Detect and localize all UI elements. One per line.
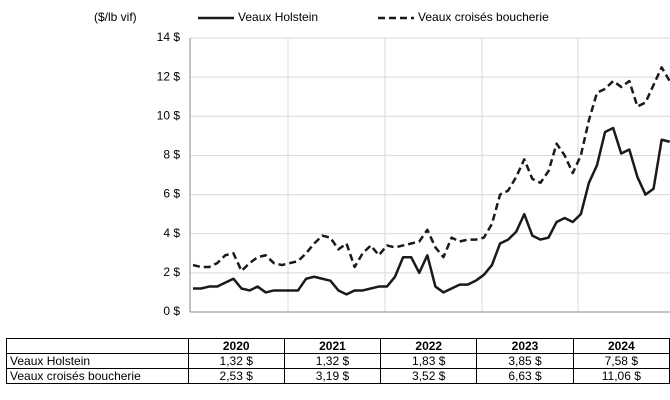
data-table: 2020 2021 2022 2023 2024 Veaux Holstein … <box>6 338 670 384</box>
header-cell: 2020 <box>187 338 285 354</box>
table-row: Veaux croisés boucherie 2,53 $ 3,19 $ 3,… <box>6 368 670 384</box>
header-cell: 2022 <box>380 338 478 354</box>
y-tick-label: 6 $ <box>163 187 180 201</box>
row-label: Veaux Holstein <box>6 353 189 369</box>
series-line <box>192 66 670 273</box>
header-cell: 2021 <box>283 338 382 354</box>
y-tick-label: 10 $ <box>157 108 181 122</box>
chart: ($/lb vif) 0 $ 2 $ 4 $ 6 $ 8 $ 10 $ 12 $ 14 $ Ve… <box>94 10 670 318</box>
cell: 1,32 $ <box>283 353 382 369</box>
cell: 3,52 $ <box>380 368 478 384</box>
cell: 7,58 $ <box>572 353 670 369</box>
cell: 3,85 $ <box>476 353 574 369</box>
y-tick-label: 14 $ <box>157 30 181 44</box>
series-line <box>193 126 670 296</box>
header-cell: 2023 <box>476 338 574 354</box>
cell: 11,06 $ <box>572 368 670 384</box>
y-tick-label: 0 $ <box>163 304 180 318</box>
legend-label: Veaux Holstein <box>238 10 318 24</box>
y-tick-label: 4 $ <box>163 226 180 240</box>
y-tick-label: 12 $ <box>157 69 181 83</box>
cell: 2,53 $ <box>187 368 285 384</box>
cell: 3,19 $ <box>283 368 382 384</box>
table-corner <box>6 338 189 354</box>
row-label: Veaux croisés boucherie <box>6 368 189 384</box>
table-header: 2020 2021 2022 2023 2024 <box>6 338 670 354</box>
cell: 6,63 $ <box>476 368 574 384</box>
y-axis-label: ($/lb vif) <box>94 10 137 24</box>
y-tick-label: 2 $ <box>163 265 180 279</box>
table-row: Veaux Holstein 1,32 $ 1,32 $ 1,83 $ 3,85… <box>6 353 670 369</box>
y-tick-label: 8 $ <box>163 148 180 162</box>
legend-label: Veaux croisés boucherie <box>418 10 549 24</box>
header-cell: 2024 <box>572 338 670 354</box>
cell: 1,83 $ <box>380 353 478 369</box>
cell: 1,32 $ <box>187 353 285 369</box>
